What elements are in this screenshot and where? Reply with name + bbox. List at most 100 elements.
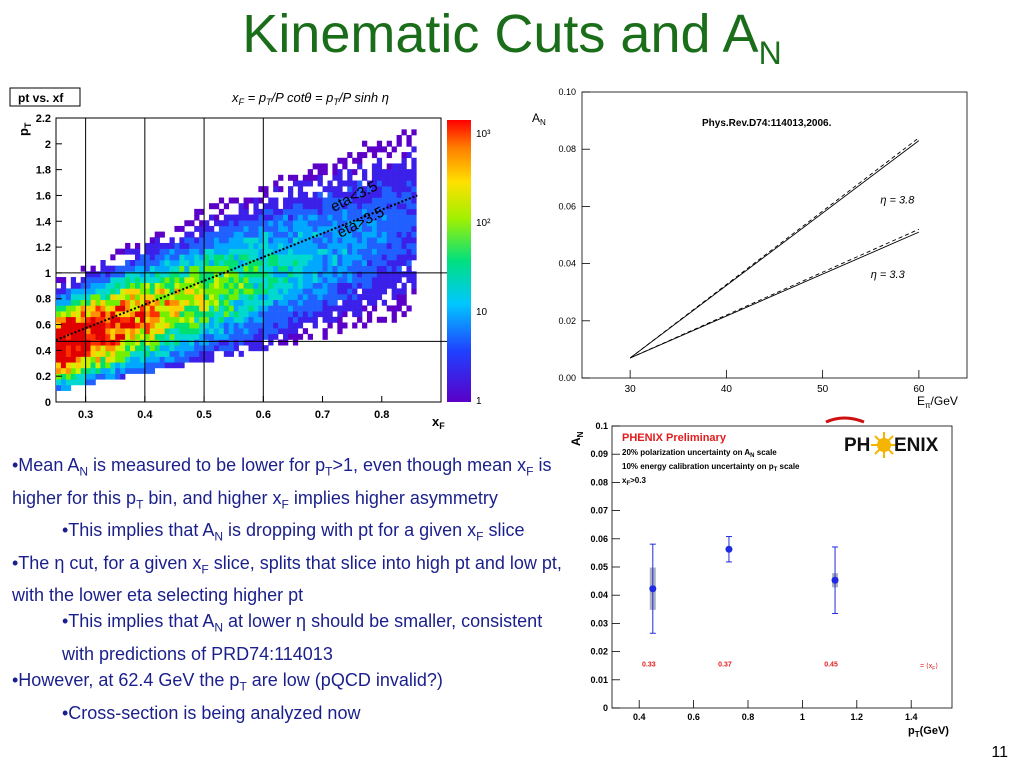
- heatmap-cell: [287, 208, 294, 215]
- heatmap-cell: [213, 260, 220, 266]
- heatmap-cell: [100, 294, 106, 301]
- heatmap-cell: [90, 282, 96, 289]
- heatmap-cell: [248, 214, 254, 221]
- heatmap-cell: [130, 345, 136, 352]
- heatmap-cell: [302, 328, 309, 335]
- heatmap-cell: [297, 186, 304, 193]
- heatmap-cell: [115, 356, 121, 363]
- heatmap-cell: [144, 242, 151, 249]
- heatmap-cell: [287, 294, 294, 301]
- heatmap-cell: [120, 288, 126, 295]
- heatmap-cell: [411, 203, 417, 210]
- slide-title: Kinematic Cuts and AN: [242, 4, 782, 71]
- heatmap-cell: [273, 299, 279, 306]
- heatmap-cell: [184, 311, 190, 318]
- heatmap-cell: [297, 277, 304, 284]
- heatmap-cell: [130, 288, 136, 295]
- heatmap-cell: [292, 225, 299, 232]
- heatmap-cell: [70, 367, 77, 374]
- heatmap-cell: [401, 174, 407, 181]
- heatmap-cell: [80, 373, 86, 380]
- heatmap-cell: [337, 328, 343, 335]
- heatmap-cell: [302, 316, 309, 323]
- heatmap-cell: [332, 299, 338, 306]
- heatmap-cell: [223, 220, 230, 227]
- heatmap-cell: [184, 288, 190, 295]
- heatmap-cell: [199, 288, 205, 295]
- heatmap-cell: [317, 265, 323, 272]
- heatmap-cell: [179, 322, 185, 329]
- heatmap-cell: [307, 299, 313, 306]
- heatmap-cell: [327, 294, 333, 301]
- heatmap-cell: [139, 294, 146, 301]
- heatmap-cell: [332, 248, 338, 255]
- heatmap-cell: [209, 339, 215, 346]
- heatmap-cell: [120, 333, 126, 340]
- heatmap-cell: [268, 248, 274, 255]
- heatmap-cell: [371, 242, 378, 249]
- heatmap-cell: [401, 282, 407, 289]
- heatmap-cell: [391, 265, 397, 272]
- heatmap-cell: [204, 299, 210, 306]
- heatmap-cell: [243, 214, 249, 221]
- heatmap-cell: [95, 277, 101, 284]
- heatmap-cell: [258, 248, 264, 255]
- heatmap-cell: [125, 260, 131, 266]
- heatmap-cell: [65, 328, 72, 335]
- heatmap-cell: [194, 237, 200, 244]
- heatmap-cell: [376, 174, 383, 181]
- heatmap-cell: [396, 203, 402, 210]
- phenix-data-points: 0.33 0.37 0.45: [642, 536, 839, 668]
- heatmap-cell: [154, 316, 160, 323]
- heatmap-cell: [238, 288, 244, 295]
- heatmap-cell: [199, 356, 205, 363]
- heatmap-cell: [401, 191, 407, 198]
- heatmap-cell: [159, 248, 165, 255]
- heatmap-cell: [95, 322, 101, 329]
- heatmap-cell: [278, 305, 284, 312]
- phenix-legend-line-1: 20% polarization uncertainty on AN scale: [622, 448, 777, 459]
- heatmap-cell: [401, 129, 407, 136]
- heatmap-cell: [406, 242, 412, 249]
- heatmap-cell: [223, 333, 230, 340]
- heatmap-cell: [362, 174, 368, 181]
- heatmap-cell: [297, 316, 304, 323]
- heatmap-cell: [105, 333, 111, 340]
- heatmap-cell: [199, 299, 205, 306]
- heatmap-cell: [204, 237, 210, 244]
- heatmap-cell: [312, 299, 318, 306]
- heatmap-cell: [292, 242, 299, 249]
- heatmap-cell: [352, 294, 358, 301]
- heatmap-cell: [56, 339, 62, 346]
- heatmap-cell: [347, 208, 353, 215]
- heatmap-cell: [386, 197, 392, 204]
- heatmap-cell: [130, 299, 136, 306]
- heatmap-cell: [278, 271, 284, 278]
- subscript: N: [214, 620, 224, 635]
- heatmap-cell: [317, 197, 323, 204]
- heatmap-cell: [65, 299, 72, 306]
- heatmap-cell: [317, 208, 323, 215]
- theory-title: Phys.Rev.D74:114013,2006.: [702, 118, 832, 129]
- x-tick-label: 1.2: [851, 712, 864, 722]
- heatmap-cell: [342, 248, 348, 255]
- heatmap-cell: [332, 260, 338, 266]
- heatmap-cell: [213, 294, 220, 301]
- heatmap-cell: [159, 311, 165, 318]
- heatmap-cell: [411, 271, 417, 278]
- heatmap-cell: [327, 282, 333, 289]
- heatmap-cell: [357, 265, 363, 272]
- heatmap-cell: [174, 328, 180, 335]
- heatmap-cell: [357, 299, 363, 306]
- heatmap-cell: [70, 345, 77, 352]
- heatmap-cell: [125, 282, 131, 289]
- heatmap-cell: [258, 333, 264, 340]
- heatmap-cell: [317, 174, 323, 181]
- heatmap-cell: [120, 322, 126, 329]
- heatmap-cell: [322, 225, 328, 232]
- heatmap-cell: [134, 248, 141, 255]
- heatmap-cell: [209, 311, 215, 318]
- heatmap-cell: [209, 288, 215, 295]
- y-tick-label: 1.4: [36, 216, 52, 228]
- heatmap-cell: [386, 277, 392, 284]
